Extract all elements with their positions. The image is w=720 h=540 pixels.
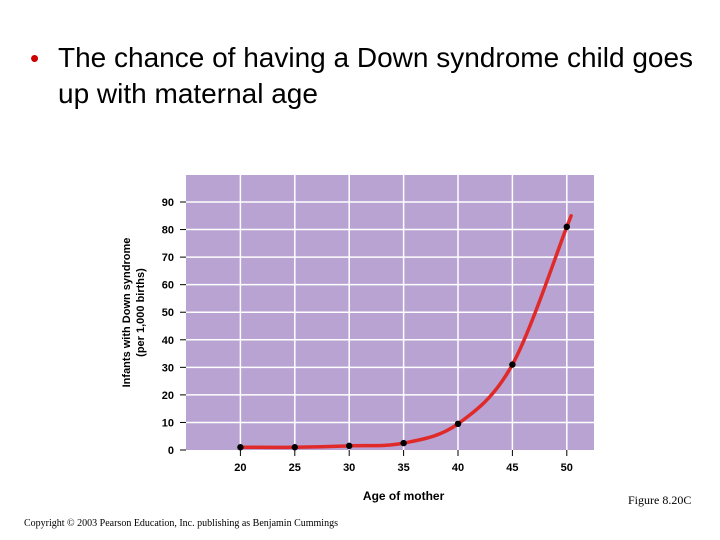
y-tick-label: 20 bbox=[162, 390, 174, 402]
y-tick-label: 80 bbox=[162, 225, 174, 237]
y-tick-label: 30 bbox=[162, 362, 174, 374]
x-tick-label: 20 bbox=[234, 462, 246, 474]
y-tick-label: 90 bbox=[162, 197, 174, 209]
y-tick-label: 40 bbox=[162, 335, 174, 347]
y-tick-label: 60 bbox=[162, 280, 174, 292]
x-tick-label: 40 bbox=[452, 462, 464, 474]
y-tick-label: 70 bbox=[162, 252, 174, 264]
y-axis-subtitle: (per 1,000 births) bbox=[135, 268, 147, 357]
bullet-icon: • bbox=[30, 43, 40, 73]
data-point bbox=[291, 444, 298, 451]
title-block: • The chance of having a Down syndrome c… bbox=[30, 40, 700, 112]
y-axis-title: Infants with Down syndrome bbox=[121, 238, 133, 388]
data-point bbox=[346, 442, 353, 450]
data-point bbox=[509, 361, 516, 368]
x-tick-label: 30 bbox=[343, 462, 355, 474]
data-point bbox=[237, 444, 244, 451]
data-point bbox=[563, 223, 570, 230]
y-tick-label: 0 bbox=[168, 445, 174, 457]
slide-title: The chance of having a Down syndrome chi… bbox=[58, 42, 694, 109]
copyright-notice: Copyright © 2003 Pearson Education, Inc.… bbox=[24, 518, 338, 529]
y-tick-label: 10 bbox=[162, 417, 174, 429]
x-tick-label: 25 bbox=[289, 462, 301, 474]
x-tick-label: 35 bbox=[397, 462, 409, 474]
x-tick-label: 45 bbox=[506, 462, 518, 474]
data-point bbox=[400, 439, 407, 447]
x-tick-label: 50 bbox=[561, 462, 573, 474]
x-axis-title: Age of mother bbox=[363, 489, 445, 503]
figure-label: Figure 8.20C bbox=[628, 493, 692, 507]
y-tick-label: 50 bbox=[162, 307, 174, 319]
data-point bbox=[454, 420, 462, 428]
